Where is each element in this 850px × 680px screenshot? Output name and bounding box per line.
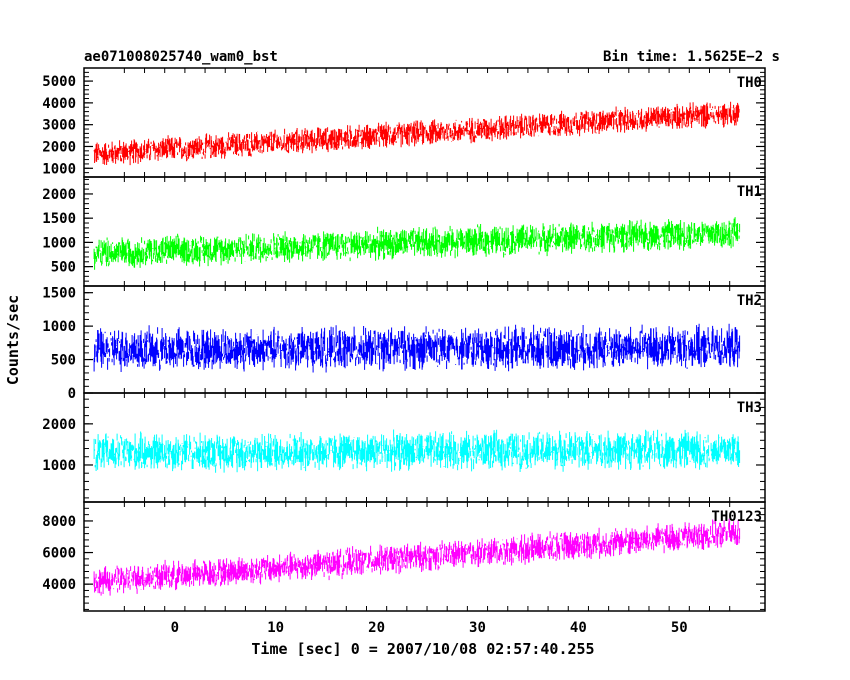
series-th2-curve: [93, 323, 741, 373]
x-tick-label: 30: [469, 620, 486, 636]
figure-title: ae071008025740_wam0_bst: [84, 49, 278, 65]
series-label-th2: TH2: [737, 293, 762, 309]
series-th1-curve: [93, 217, 741, 270]
y-tick-label: 2000: [42, 417, 76, 433]
series-th0-curve: [93, 101, 740, 166]
y-tick-label: 1000: [42, 458, 76, 474]
y-tick-label: 4000: [42, 96, 76, 112]
y-tick-label: 1000: [42, 161, 76, 177]
panel-th3: 1000 2000 TH3: [42, 392, 766, 503]
y-tick-label: 6000: [42, 546, 76, 562]
y-tick-label: 500: [51, 353, 76, 369]
series-th0123-curve: [93, 518, 741, 596]
y-tick-label: 4000: [42, 577, 76, 593]
panel-th2: 0 500 1000 1500 TH2: [42, 285, 766, 402]
x-tick-label: 20: [368, 620, 385, 636]
y-tick-label: 0: [68, 386, 76, 402]
y-tick-label: 8000: [42, 514, 76, 530]
series-label-th1: TH1: [737, 184, 762, 200]
panel-th0123: 4000 6000 8000 TH0123: [42, 501, 766, 612]
panel-th0: 1000 2000 3000 4000 5000 TH0: [42, 67, 766, 178]
x-tick-label: 40: [570, 620, 587, 636]
y-tick-label: 2000: [42, 139, 76, 155]
y-tick-label: 2000: [42, 187, 76, 203]
y-tick-label: 3000: [42, 118, 76, 134]
y-tick-label: 5000: [42, 74, 76, 90]
bin-time-label: Bin time: 1.5625E−2 s: [603, 49, 780, 65]
x-tick-label: 10: [267, 620, 284, 636]
x-axis-label: Time [sec] 0 = 2007/10/08 02:57:40.255: [251, 640, 594, 658]
y-axis-label: Counts/sec: [4, 295, 22, 385]
y-tick-label: 1500: [42, 211, 76, 227]
x-tick-label: 50: [671, 620, 688, 636]
panel-frame: [83, 501, 766, 612]
y-tick-label: 500: [51, 260, 76, 276]
series-label-th0: TH0: [737, 75, 762, 91]
y-tick-label: 1500: [42, 286, 76, 302]
x-tick-label: 0: [171, 620, 179, 636]
y-tick-label: 1000: [42, 319, 76, 335]
series-label-th0123: TH0123: [711, 509, 762, 525]
series-label-th3: TH3: [737, 400, 762, 416]
series-th3-curve: [93, 429, 741, 473]
y-tick-label: 1000: [42, 235, 76, 251]
panel-th1: 500 1000 1500 2000 TH1: [42, 176, 766, 287]
